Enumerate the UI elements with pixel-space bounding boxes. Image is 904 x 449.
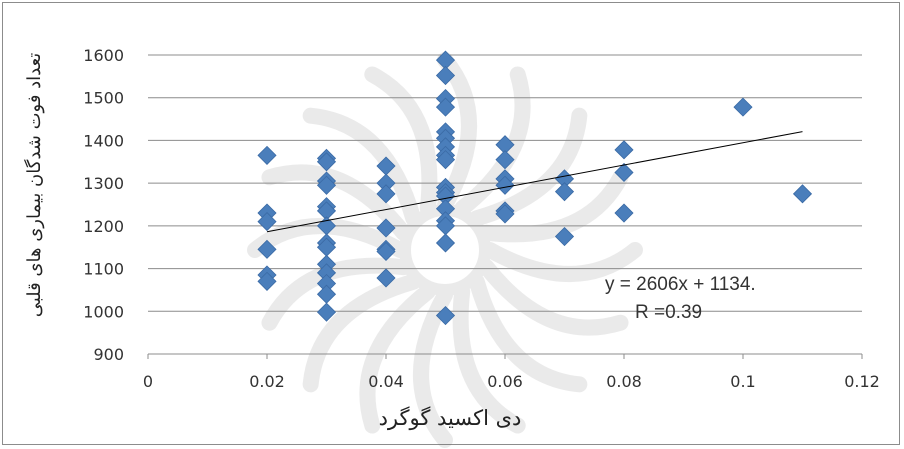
data-point [376, 218, 396, 238]
data-point [495, 150, 515, 170]
y-tick-label: 1200 [83, 217, 124, 236]
trendline [266, 131, 803, 233]
data-point [316, 302, 337, 322]
data-point [614, 203, 634, 223]
data-point [435, 150, 456, 170]
data-point [733, 97, 753, 117]
y-tick-label: 1600 [83, 46, 124, 65]
y-tick-label: 900 [93, 345, 124, 364]
x-axis-title: دی اکسید گوگرد [379, 406, 522, 431]
data-point [435, 65, 456, 86]
data-point [614, 162, 634, 183]
data-point [554, 226, 575, 247]
data-point [435, 97, 456, 117]
data-point [495, 175, 515, 195]
x-tick-label: 0.1 [730, 372, 755, 391]
data-point [316, 152, 337, 172]
data-point [257, 145, 277, 165]
x-tick-label: 0.06 [487, 372, 523, 391]
y-tick-label: 1500 [83, 89, 124, 108]
data-point [376, 268, 396, 288]
y-tick-label: 1400 [83, 131, 124, 150]
data-point [257, 212, 277, 232]
data-point [435, 233, 456, 253]
data-point [257, 239, 277, 259]
data-point [257, 271, 277, 291]
data-point [376, 241, 396, 262]
y-tick-label: 1100 [83, 260, 124, 279]
x-tick-label: 0.02 [249, 372, 285, 391]
data-point [376, 184, 396, 204]
data-point [316, 284, 337, 304]
y-axis-title: تعداد فوت شدگان بیماری های قلبی [23, 53, 45, 318]
x-tick-label: 0 [143, 372, 153, 391]
x-tick-label: 0.12 [844, 372, 880, 391]
data-point [316, 175, 337, 195]
data-point [435, 305, 456, 326]
data-point [554, 182, 575, 202]
data-point [495, 204, 515, 224]
x-tick-labels: 0 0.02 0.04 0.06 0.08 0.1 0.12 [143, 354, 880, 391]
y-tick-labels: 900 1000 1100 1200 1300 1400 1500 1600 [83, 46, 124, 364]
x-tick-label: 0.08 [606, 372, 642, 391]
r-value-label: R =0.39 [635, 302, 702, 323]
y-tick-label: 1300 [83, 174, 124, 193]
trendline-equation: y = 2606x + 1134. [605, 274, 756, 295]
data-point [614, 140, 634, 160]
data-points [257, 50, 813, 326]
y-tick-label: 1000 [83, 302, 124, 321]
data-point [792, 184, 813, 204]
x-tick-label: 0.04 [368, 372, 404, 391]
